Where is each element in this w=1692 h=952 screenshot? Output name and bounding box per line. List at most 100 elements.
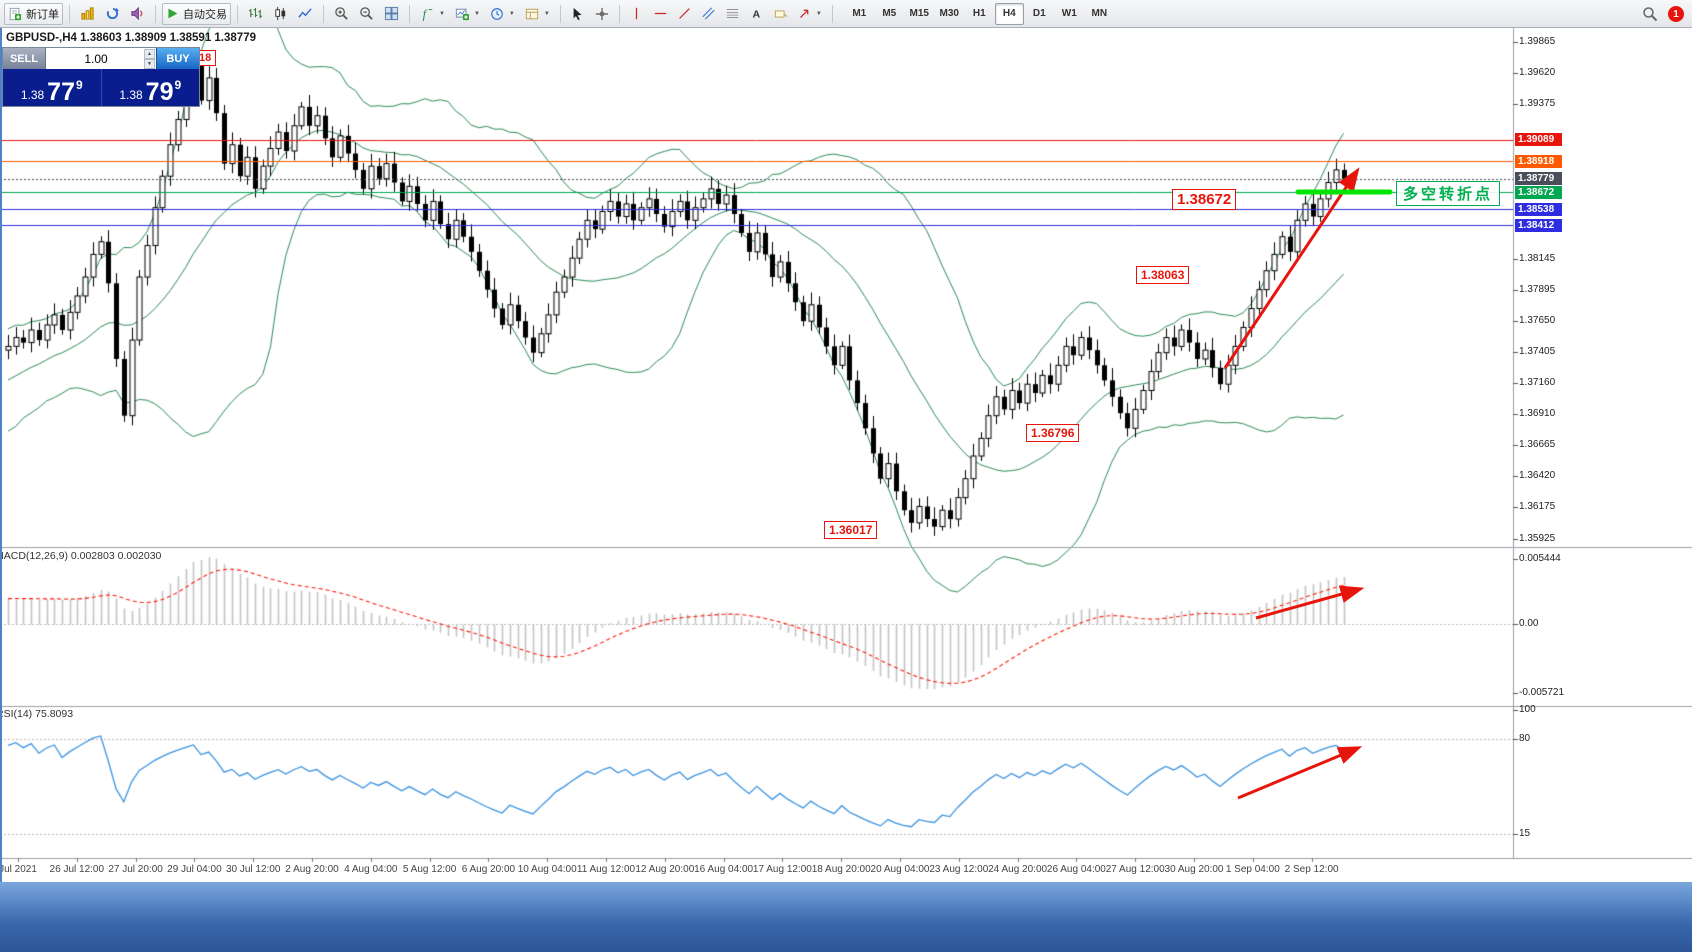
line-chart-icon[interactable] [294, 3, 317, 25]
text-label-icon[interactable] [770, 3, 792, 25]
alerts-icon[interactable] [126, 3, 149, 25]
sell-button[interactable]: SELL [3, 48, 46, 69]
sell-price-pipette: 9 [75, 78, 83, 92]
crosshair-icon[interactable] [591, 3, 613, 25]
time-axis-label: 30 Jul 12:00 [225, 864, 281, 875]
time-axis-label: 1 Sep 04:00 [1225, 864, 1280, 875]
price-scale-label: 1.39375 [1519, 97, 1556, 109]
tab-timeframe-m1[interactable]: M1 [852, 8, 867, 19]
horizontal-line-icon[interactable] [650, 3, 672, 25]
time-axis-label: 17 Aug 12:00 [752, 864, 812, 875]
spinner-down-icon[interactable]: ▼ [144, 59, 155, 69]
arrow-tool-icon [799, 9, 809, 18]
price-scale-label: 1.39865 [1519, 35, 1556, 47]
price-level-tag: 1.39089 [1515, 133, 1562, 147]
macd-pane[interactable] [0, 549, 1513, 706]
toolbar-separator [69, 4, 70, 23]
bar-chart-icon[interactable] [244, 3, 267, 25]
market-watch-icon[interactable] [76, 3, 99, 25]
spinner-up-icon[interactable]: ▲ [144, 49, 155, 59]
chevron-down-icon: ▼ [508, 10, 515, 17]
price-scale-label: 1.36910 [1519, 408, 1556, 420]
price-callout[interactable]: 1.38672 [1172, 189, 1237, 210]
candlestick-icon[interactable] [269, 3, 292, 25]
toolbar-separator [237, 4, 238, 23]
new-order-button[interactable]: 新订单 [4, 2, 63, 25]
window-left-border [0, 28, 2, 882]
timeframe-group: M1 M5 M15 M30 H1 H4 D1 W1 MN [845, 2, 1114, 25]
cursor-icon[interactable] [567, 3, 589, 25]
price-callout[interactable]: 1.38063 [1136, 266, 1190, 284]
rsi-pane[interactable] [0, 708, 1513, 858]
channel-icon[interactable] [698, 3, 720, 25]
tile-windows-icon[interactable] [380, 3, 403, 25]
rsi-label: RSI(14) 75.8093 [0, 708, 74, 720]
fibonacci-icon[interactable] [722, 3, 744, 25]
price-scale-label: 1.37895 [1519, 284, 1556, 296]
auto-trading-label: 自动交易 [183, 8, 227, 21]
toolbar-separator [831, 4, 833, 23]
tab-timeframe-m5[interactable]: M5 [882, 8, 897, 19]
quote-line: GBPUSD-,H4 1.38603 1.38909 1.38591 1.387… [6, 32, 256, 44]
buy-price-main: 79 [145, 77, 174, 106]
price-callout[interactable]: 1.36017 [824, 521, 878, 539]
add-chart-button[interactable]: ▼ [451, 3, 484, 25]
volume-spinner[interactable]: ▲ ▼ [144, 49, 155, 69]
notification-badge[interactable]: 1 [1668, 6, 1684, 22]
main-chart-pane[interactable] [0, 28, 1513, 547]
zoom-out-icon[interactable] [355, 3, 378, 25]
time-axis-label: 24 Aug 20:00 [988, 864, 1048, 875]
text-icon[interactable]: A [746, 3, 768, 25]
time-axis-label: 26 Jul 12:00 [49, 864, 105, 875]
period-button[interactable]: ▼ [486, 3, 519, 25]
vertical-line-icon[interactable] [626, 3, 648, 25]
time-axis-label: Jul 2021 [0, 864, 37, 875]
arrows-tool-button[interactable]: ▼ [794, 3, 826, 25]
toolbar: 新订单 自动交易 [0, 0, 1692, 28]
chevron-down-icon: ▼ [543, 10, 550, 17]
search-icon[interactable] [1642, 6, 1658, 22]
rsi-scale-label: 15 [1519, 828, 1531, 840]
indicators-icon: f [423, 7, 433, 21]
refresh-icon[interactable] [101, 3, 124, 25]
macd-scale-label: -0.005721 [1519, 686, 1565, 698]
turning-point-annotation[interactable]: 多空转折点 [1396, 181, 1501, 206]
toolbar-separator [155, 4, 156, 23]
time-axis-label: 2 Aug 20:00 [285, 864, 339, 875]
price-level-tag: 1.38672 [1515, 185, 1562, 199]
price-scale-label: 1.38145 [1519, 252, 1556, 264]
indicators-button[interactable]: f ▼ [416, 3, 449, 25]
tab-timeframe-m15[interactable]: M15 [909, 8, 929, 19]
time-axis-label: 6 Aug 20:00 [461, 864, 516, 875]
tab-timeframe-mn[interactable]: MN [1091, 8, 1108, 19]
auto-trading-button[interactable]: 自动交易 [162, 2, 231, 25]
template-button[interactable]: ▼ [521, 3, 554, 25]
toolbar-separator [323, 4, 324, 23]
sell-price[interactable]: 1.38 77 9 [3, 69, 101, 106]
buy-button[interactable]: BUY [156, 48, 199, 69]
time-axis-label: 5 Aug 12:00 [402, 864, 457, 875]
macd-label: MACD(12,26,9) 0.002803 0.002030 [0, 550, 162, 562]
tab-timeframe-m30[interactable]: M30 [939, 8, 959, 19]
time-axis-label: 4 Aug 04:00 [344, 864, 398, 875]
clock-icon [491, 7, 503, 20]
toolbar-separator [559, 4, 561, 23]
tab-timeframe-h1[interactable]: H1 [972, 8, 986, 19]
current-price-tag: 1.38779 [1515, 172, 1562, 186]
tab-timeframe-d1[interactable]: D1 [1032, 8, 1046, 19]
tab-timeframe-w1[interactable]: W1 [1061, 8, 1077, 19]
volume-input[interactable] [46, 50, 156, 67]
volume-stepper[interactable]: ▲ ▼ [46, 48, 156, 69]
time-axis-label: 23 Aug 12:00 [929, 864, 989, 875]
tab-timeframe-h4[interactable]: H4 [994, 2, 1024, 25]
buy-price[interactable]: 1.38 79 9 [100, 69, 200, 106]
toolbar-separator [409, 4, 410, 23]
price-scale-label: 1.37650 [1519, 315, 1556, 327]
price-callout[interactable]: 1.36796 [1026, 424, 1080, 442]
chevron-down-icon: ▼ [439, 10, 445, 17]
chevron-down-icon: ▼ [815, 10, 822, 17]
zoom-in-icon[interactable] [330, 3, 353, 25]
trendline-icon[interactable] [674, 3, 696, 25]
buy-price-pipette: 9 [174, 78, 182, 92]
